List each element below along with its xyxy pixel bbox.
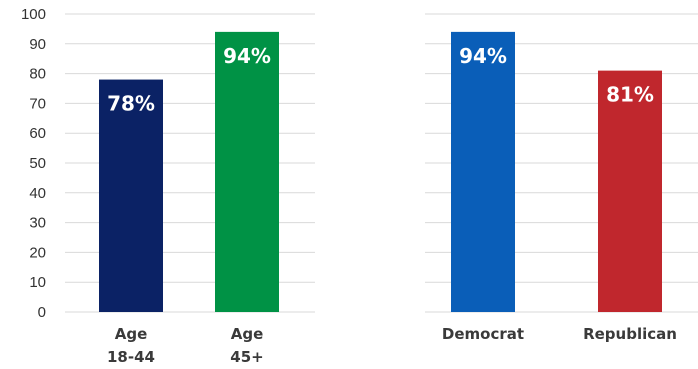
bar	[598, 70, 662, 313]
category-label: Age	[115, 325, 148, 343]
data-label: 78%	[107, 92, 155, 116]
data-label: 94%	[223, 44, 271, 68]
y-tick-label: 60	[29, 125, 46, 142]
category-label: 18-44	[107, 348, 155, 366]
y-tick-label: 30	[29, 215, 46, 232]
y-tick-label: 70	[29, 95, 46, 112]
category-label: Age	[231, 325, 264, 343]
y-tick-label: 100	[21, 6, 46, 23]
category-label: 45+	[230, 348, 263, 366]
bar	[451, 31, 515, 312]
data-label: 94%	[459, 44, 507, 68]
y-tick-label: 40	[29, 185, 46, 202]
y-tick-label: 90	[29, 36, 46, 53]
party-chart: 94% Democrat 81% Republican	[425, 13, 698, 343]
data-label: 81%	[606, 83, 654, 107]
age-chart: 0 10 20 30 40 50 60 70 80 90 100 78% Age 18-44 94% Age 4…	[21, 6, 315, 366]
bar	[99, 79, 163, 312]
y-tick-label: 50	[29, 155, 46, 172]
bar	[215, 31, 279, 312]
y-tick-label: 10	[29, 274, 46, 291]
y-tick-label: 20	[29, 244, 46, 261]
category-label: Republican	[583, 325, 677, 343]
y-tick-label: 80	[29, 66, 46, 83]
category-label: Democrat	[442, 325, 524, 343]
y-tick-label: 0	[38, 304, 46, 321]
